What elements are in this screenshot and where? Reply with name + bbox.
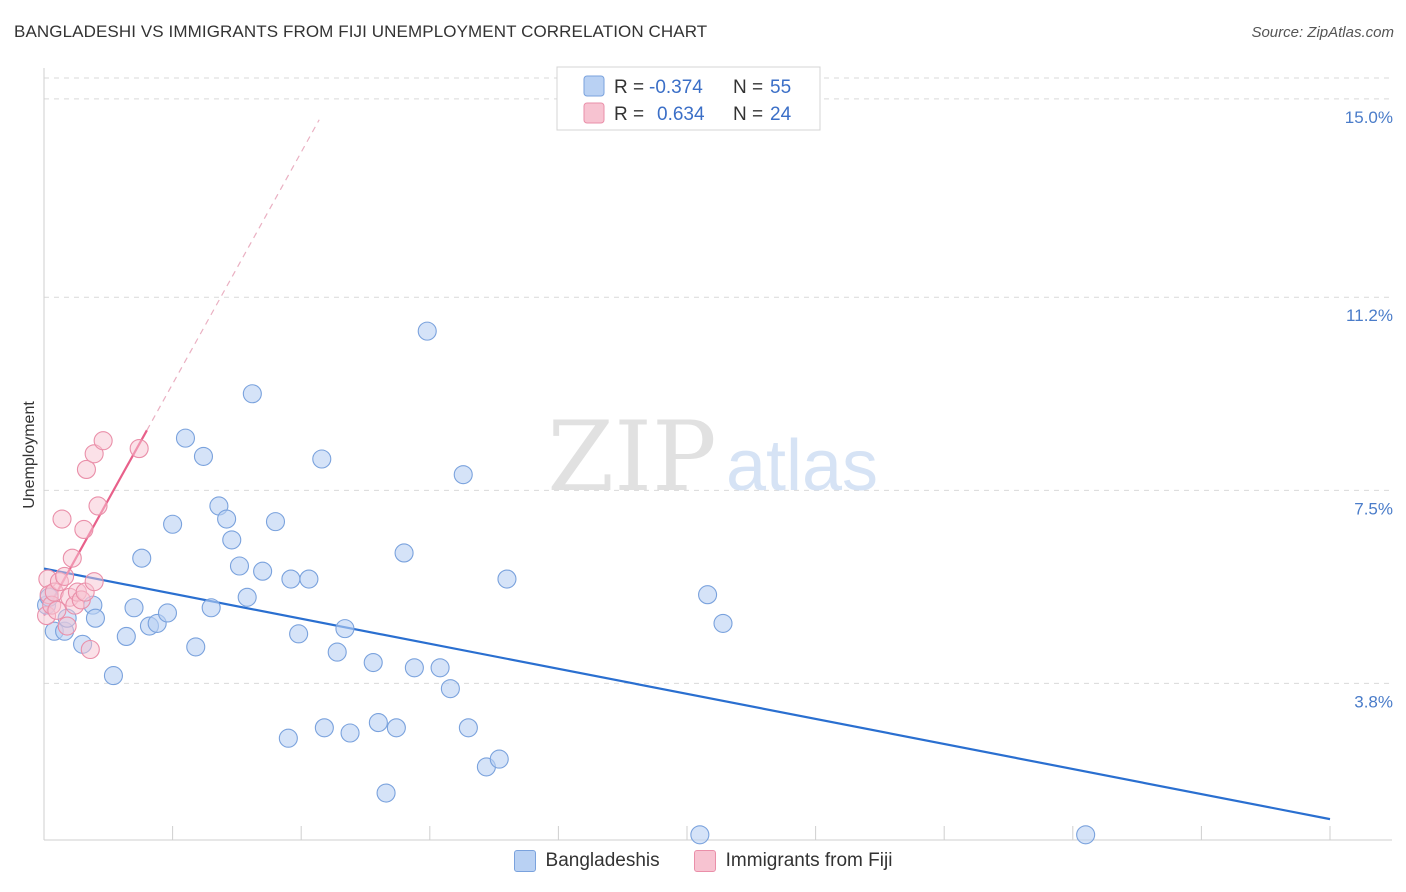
y-tick-label: 11.2% [1346, 306, 1393, 325]
point-bangladeshis [458, 718, 478, 738]
trendline-bangladeshis [43, 567, 1331, 821]
point-bangladeshis [253, 561, 273, 581]
point-fiji [88, 496, 108, 516]
legend-n-value-1: 55 [770, 77, 791, 98]
y-tick-label: 7.5% [1354, 499, 1393, 518]
point-bangladeshis [124, 598, 144, 618]
point-bangladeshis [440, 679, 460, 699]
point-bangladeshis [116, 626, 136, 647]
chart-title: BANGLADESHI VS IMMIGRANTS FROM FIJI UNEM… [14, 22, 708, 41]
point-bangladeshis [340, 723, 360, 743]
point-bangladeshis [163, 514, 183, 534]
point-bangladeshis [103, 666, 123, 686]
point-fiji [93, 431, 113, 451]
point-fiji [74, 519, 94, 540]
point-fiji [62, 548, 82, 568]
point-bangladeshis [201, 598, 221, 618]
point-bangladeshis [404, 658, 424, 678]
legend-item-bangladeshis[interactable]: Bangladeshis [513, 850, 660, 872]
legend-label-bangladeshis: Bangladeshis [545, 850, 660, 871]
point-bangladeshis [713, 613, 733, 633]
legend-n-value-2: 24 [770, 104, 792, 125]
point-bangladeshis [376, 783, 396, 803]
legend-swatch-blue [513, 850, 536, 872]
point-bangladeshis [430, 658, 450, 678]
legend-item-fiji[interactable]: Immigrants from Fiji [693, 850, 893, 872]
point-bangladeshis [217, 509, 237, 529]
point-fiji [55, 566, 75, 586]
point-bangladeshis [281, 569, 301, 589]
points-layer [37, 321, 1096, 845]
point-bangladeshis [222, 530, 242, 550]
point-fiji [76, 459, 96, 479]
point-bangladeshis [327, 642, 347, 662]
point-bangladeshis [417, 321, 437, 341]
point-bangladeshis [265, 512, 286, 532]
legend-r-value-2: 0.634 [657, 104, 705, 125]
point-bangladeshis [453, 465, 473, 485]
point-bangladeshis [363, 652, 383, 673]
legend-swatch-pink [693, 850, 716, 872]
point-bangladeshis [237, 587, 257, 607]
point-fiji [129, 439, 149, 459]
point-bangladeshis [299, 569, 319, 589]
point-fiji [84, 444, 104, 464]
point-bangladeshis [242, 384, 262, 404]
point-bangladeshis [85, 608, 105, 628]
point-bangladeshis [186, 637, 206, 657]
point-bangladeshis [175, 428, 196, 448]
point-fiji [80, 639, 100, 660]
point-bangladeshis [489, 749, 509, 769]
point-bangladeshis [289, 624, 309, 644]
point-bangladeshis [312, 449, 332, 469]
stats-legend: R = -0.374 N = 55 R = 0.634 N = 24 [556, 66, 821, 131]
point-bangladeshis [690, 825, 710, 845]
trendline-fiji-extension [146, 119, 320, 431]
legend-r-value-1: -0.374 [649, 77, 703, 98]
y-axis-label: Unemployment [21, 401, 38, 509]
point-bangladeshis [193, 446, 214, 466]
legend-r-label-1: R = [614, 77, 644, 98]
point-bangladeshis [229, 556, 250, 576]
point-fiji [84, 572, 104, 592]
legend-swatch-bangladeshis [583, 75, 605, 97]
point-bangladeshis [314, 718, 334, 738]
point-bangladeshis [394, 543, 414, 563]
point-bangladeshis [1076, 825, 1096, 845]
point-bangladeshis [497, 569, 517, 589]
legend-label-fiji: Immigrants from Fiji [725, 850, 893, 871]
watermark-atlas: atlas [726, 426, 878, 506]
source-label: Source: ZipAtlas.com [1251, 24, 1394, 41]
scatter-chart: ZIP atlas 3.8%7.5%11.2%15.0%0.0%50.0% Un… [21, 66, 1393, 845]
legend-n-label-1: N = [733, 77, 763, 98]
y-tick-label: 3.8% [1354, 692, 1393, 711]
watermark: ZIP atlas [547, 401, 878, 513]
point-bangladeshis [368, 713, 388, 733]
axes-layer: 3.8%7.5%11.2%15.0%0.0%50.0% [43, 68, 1393, 841]
point-bangladeshis [698, 585, 718, 605]
point-fiji [57, 616, 77, 636]
point-bangladeshis [157, 603, 178, 623]
point-fiji [52, 509, 72, 529]
legend-r-label-2: R = [614, 104, 644, 125]
point-bangladeshis [386, 718, 406, 738]
point-fiji [47, 600, 67, 620]
y-tick-label: 15.0% [1345, 108, 1393, 127]
point-bangladeshis [132, 548, 152, 568]
watermark-zip: ZIP [547, 401, 716, 513]
series-legend: Bangladeshis Immigrants from Fiji [0, 850, 1406, 872]
legend-n-label-2: N = [733, 104, 763, 125]
legend-swatch-fiji [583, 102, 605, 124]
point-bangladeshis [278, 728, 298, 748]
point-bangladeshis [335, 619, 355, 639]
